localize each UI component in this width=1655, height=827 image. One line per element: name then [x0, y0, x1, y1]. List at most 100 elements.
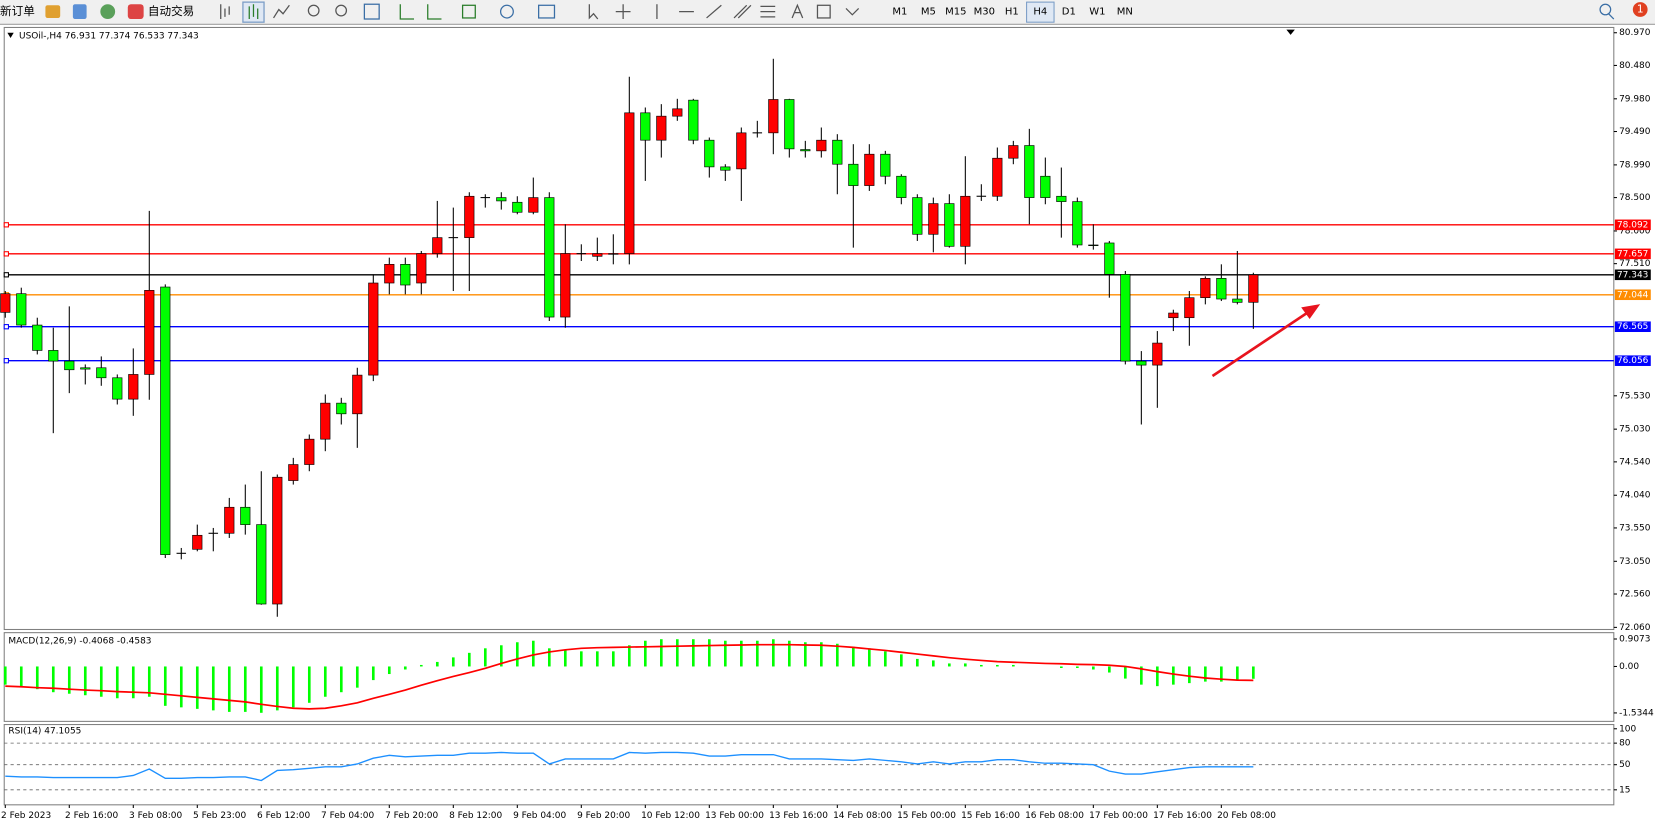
x-tick-label: 2 Feb 2023: [1, 811, 51, 821]
timeframe-button[interactable]: H1: [1005, 7, 1019, 18]
crosshair-icon[interactable]: [615, 4, 631, 20]
candle-body: [144, 290, 155, 375]
x-tick-label: 13 Feb 16:00: [769, 811, 828, 821]
notification-badge[interactable]: [1632, 2, 1648, 17]
candle-body: [960, 195, 971, 247]
cursor-icon[interactable]: [588, 4, 599, 20]
x-tick-label: 9 Feb 20:00: [577, 811, 630, 821]
timeframe-button[interactable]: M15: [945, 7, 966, 18]
candle-body: [688, 99, 699, 141]
search-icon[interactable]: [1599, 3, 1612, 16]
candle-body: [800, 149, 811, 152]
y-tick-label: 78.500: [1619, 193, 1651, 203]
trendline-icon[interactable]: [706, 4, 722, 19]
x-tick-label: 20 Feb 08:00: [1217, 811, 1276, 821]
bar-chart-icon[interactable]: [220, 4, 230, 20]
candle-body: [64, 360, 75, 371]
macd-title: MACD(12,26,9) -0.4068 -0.4583: [8, 637, 151, 647]
timeframe-button[interactable]: MN: [1117, 7, 1133, 18]
indicators-icon[interactable]: [461, 4, 476, 19]
y-tick-label: 100: [1619, 724, 1636, 734]
y-tick-label: 77.510: [1619, 259, 1651, 269]
auto-trading-button[interactable]: 自动交易: [148, 4, 194, 18]
y-tick-label: 75.030: [1619, 425, 1651, 435]
x-tick-label: 2 Feb 16:00: [65, 811, 118, 821]
candle-body: [1024, 145, 1035, 198]
toolbar-icon[interactable]: [72, 4, 87, 20]
channel-icon[interactable]: [733, 4, 752, 19]
toolbar-icon[interactable]: [100, 4, 116, 20]
timeframe-button[interactable]: M1: [892, 7, 907, 18]
toolbar: [0, 0, 1655, 25]
rsi-title: RSI(14) 47.1055: [8, 726, 81, 736]
y-tick-label: 74.540: [1619, 457, 1651, 467]
candle-body: [1152, 342, 1163, 366]
price-tag-label: 76.565: [1617, 322, 1648, 332]
candle-body: [1136, 360, 1147, 366]
timeframe-button[interactable]: D1: [1062, 7, 1076, 18]
x-tick-label: 3 Feb 08:00: [129, 811, 182, 821]
price-tag: [1614, 219, 1651, 231]
timeframe-button[interactable]: H4: [1033, 7, 1047, 18]
candle-body: [1216, 278, 1227, 300]
annotation-arrowhead: [1301, 304, 1321, 319]
chart-title: USOil-,H4 76.931 77.374 76.533 77.343: [19, 31, 199, 41]
candle-body: [880, 153, 891, 177]
candle-body: [544, 197, 555, 318]
y-tick-label: 73.550: [1619, 523, 1651, 533]
timeframe-button[interactable]: M30: [974, 7, 995, 18]
y-tick-label: 78.990: [1619, 160, 1651, 170]
candle-body: [608, 253, 619, 255]
candle-body: [96, 367, 107, 379]
x-tick-label: 6 Feb 12:00: [257, 811, 310, 821]
line-anchor: [3, 324, 9, 330]
candle-body: [784, 99, 795, 150]
timeframe-active-bg: [1026, 1, 1055, 23]
candle-body: [128, 374, 139, 400]
y-tick-label: 72.060: [1619, 623, 1651, 633]
label-icon[interactable]: [816, 4, 831, 19]
candle-body: [672, 108, 683, 117]
tile-icon[interactable]: [363, 3, 380, 20]
macd-signal-line: [5, 643, 1254, 710]
candle-body: [288, 464, 299, 481]
candle-chart-icon[interactable]: [248, 4, 259, 20]
candle-body: [80, 367, 91, 370]
timeframe-button[interactable]: M5: [921, 7, 936, 18]
candle-body: [736, 132, 747, 170]
price-panel: [3, 26, 1615, 631]
candle-body: [160, 286, 171, 555]
notification-count[interactable]: 1: [1637, 4, 1644, 16]
x-tick-label: 17 Feb 00:00: [1089, 811, 1148, 821]
text-icon[interactable]: [791, 3, 804, 19]
candle-body: [768, 99, 779, 134]
zoom-in-icon[interactable]: [307, 4, 320, 17]
x-tick-label: 10 Feb 12:00: [641, 811, 700, 821]
candle-body: [304, 438, 315, 465]
line-anchor: [3, 222, 9, 228]
chart-menu-triangle: [7, 32, 14, 39]
y-tick-label: 50: [1619, 760, 1631, 770]
candle-body: [992, 157, 1003, 197]
candle-body: [0, 293, 11, 313]
toolbar-icon[interactable]: [45, 5, 61, 18]
arrows-icon[interactable]: [845, 8, 860, 16]
templates-icon[interactable]: [538, 4, 556, 19]
periods-icon[interactable]: [499, 4, 514, 19]
fibo-icon[interactable]: [760, 5, 776, 18]
autoscroll-icon[interactable]: [399, 4, 415, 20]
line-anchor: [3, 272, 9, 278]
candle-body: [896, 175, 907, 198]
price-tag-label: 77.657: [1617, 249, 1648, 259]
new-order-button[interactable]: 新订单: [0, 4, 35, 18]
zoom-out-icon[interactable]: [335, 4, 348, 17]
rsi-line: [5, 751, 1254, 782]
auto-trading-icon[interactable]: [127, 4, 144, 20]
line-chart-icon[interactable]: [273, 4, 290, 19]
x-tick-label: 16 Feb 08:00: [1025, 811, 1084, 821]
price-tag: [1614, 248, 1651, 260]
timeframe-button[interactable]: W1: [1089, 7, 1105, 18]
candle-body: [16, 293, 27, 326]
chart-shift-icon[interactable]: [427, 4, 442, 20]
candle-body: [112, 377, 123, 400]
